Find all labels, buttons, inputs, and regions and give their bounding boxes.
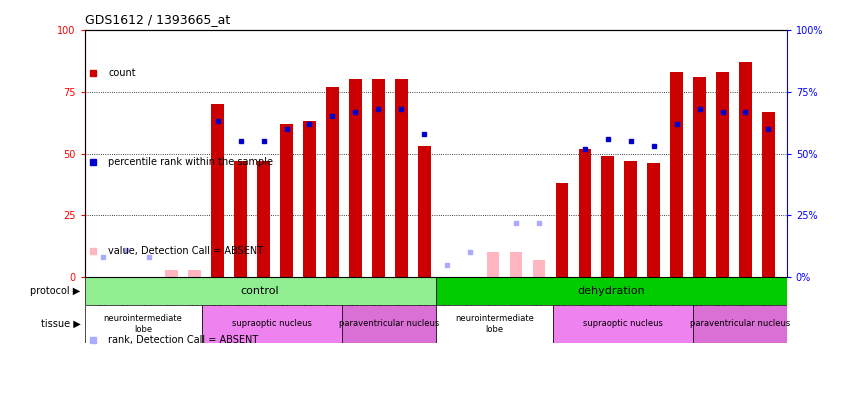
Text: dehydration: dehydration (577, 286, 645, 296)
Text: GDS1612 / 1393665_at: GDS1612 / 1393665_at (85, 13, 230, 26)
Bar (624, 161, 637, 277)
Bar (533, 260, 546, 277)
Bar (556, 183, 569, 277)
Bar (85, 277, 436, 305)
Bar (234, 161, 247, 277)
Bar (762, 111, 775, 277)
Bar (303, 122, 316, 277)
Bar (486, 252, 499, 277)
Bar (647, 163, 660, 277)
Bar (212, 104, 224, 277)
Text: neurointermediate
lobe: neurointermediate lobe (455, 314, 534, 334)
Bar (395, 79, 408, 277)
Text: percentile rank within the sample: percentile rank within the sample (108, 157, 273, 167)
Bar (670, 72, 683, 277)
Bar (85, 305, 201, 343)
Text: rank, Detection Call = ABSENT: rank, Detection Call = ABSENT (108, 335, 259, 345)
Bar (418, 146, 431, 277)
Text: count: count (108, 68, 136, 78)
Bar (436, 277, 787, 305)
Text: paraventricular nucleus: paraventricular nucleus (338, 320, 439, 328)
Bar (349, 79, 362, 277)
Text: tissue ▶: tissue ▶ (41, 319, 80, 329)
Text: supraoptic nucleus: supraoptic nucleus (232, 320, 312, 328)
Bar (693, 77, 706, 277)
Bar (342, 305, 436, 343)
Bar (280, 124, 293, 277)
Bar (201, 305, 342, 343)
Bar (372, 79, 385, 277)
Bar (739, 62, 752, 277)
Bar (693, 305, 787, 343)
Bar (602, 156, 614, 277)
Bar (552, 305, 693, 343)
Bar (166, 270, 179, 277)
Text: paraventricular nucleus: paraventricular nucleus (689, 320, 790, 328)
Text: supraoptic nucleus: supraoptic nucleus (583, 320, 663, 328)
Bar (579, 149, 591, 277)
Bar (326, 87, 338, 277)
Bar (717, 72, 729, 277)
Text: control: control (241, 286, 279, 296)
Text: protocol ▶: protocol ▶ (30, 286, 80, 296)
Text: neurointermediate
lobe: neurointermediate lobe (104, 314, 183, 334)
Bar (436, 305, 552, 343)
Bar (257, 161, 270, 277)
Text: value, Detection Call = ABSENT: value, Detection Call = ABSENT (108, 246, 263, 256)
Bar (509, 252, 522, 277)
Bar (189, 270, 201, 277)
